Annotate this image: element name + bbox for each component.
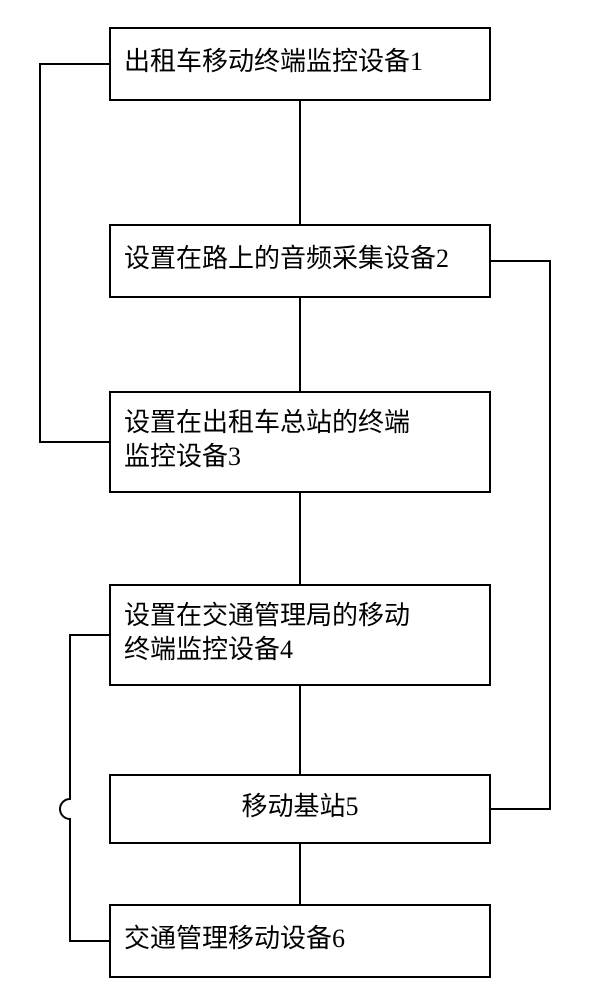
node-n3-label: 监控设备3	[124, 442, 241, 471]
node-n3-label: 设置在出租车总站的终端	[124, 408, 410, 437]
node-n5-label: 移动基站5	[241, 792, 358, 821]
node-n1-label: 出租车移动终端监控设备1	[124, 47, 423, 76]
side-connector-left	[40, 64, 110, 442]
node-n6-label: 交通管理移动设备6	[124, 924, 345, 953]
side-connector-left-long	[60, 635, 110, 941]
node-n4-label: 设置在交通管理局的移动	[124, 601, 410, 630]
node-n2-label: 设置在路上的音频采集设备2	[124, 244, 449, 273]
node-n4-label: 终端监控设备4	[124, 635, 293, 664]
side-connector-right	[490, 261, 550, 809]
